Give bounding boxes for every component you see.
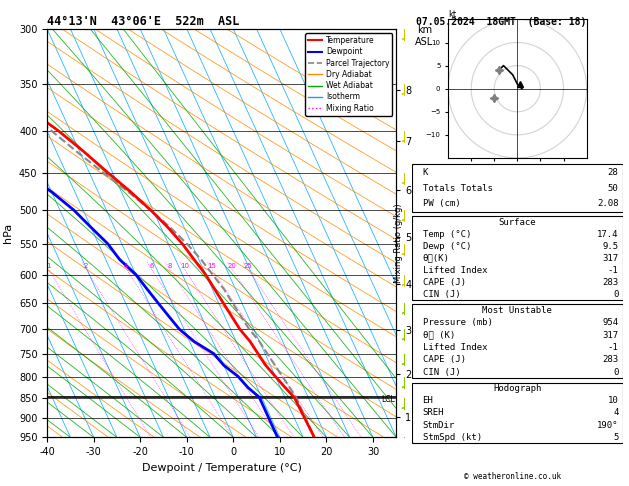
Y-axis label: hPa: hPa — [3, 223, 13, 243]
Text: CAPE (J): CAPE (J) — [423, 355, 465, 364]
Text: Mixing Ratio (g/kg): Mixing Ratio (g/kg) — [394, 203, 403, 283]
Text: 8: 8 — [167, 263, 172, 269]
Legend: Temperature, Dewpoint, Parcel Trajectory, Dry Adiabat, Wet Adiabat, Isotherm, Mi: Temperature, Dewpoint, Parcel Trajectory… — [305, 33, 392, 116]
Text: StmSpd (kt): StmSpd (kt) — [423, 433, 482, 442]
Text: Pressure (mb): Pressure (mb) — [423, 318, 493, 328]
Text: SREH: SREH — [423, 408, 444, 417]
Text: 5: 5 — [613, 433, 618, 442]
Text: 10: 10 — [608, 396, 618, 405]
Text: CIN (J): CIN (J) — [423, 290, 460, 298]
Text: 28: 28 — [608, 168, 618, 176]
Text: Lifted Index: Lifted Index — [423, 266, 487, 275]
Text: 283: 283 — [603, 278, 618, 287]
Bar — [412, 164, 623, 212]
Text: 2.08: 2.08 — [597, 199, 618, 208]
Text: PW (cm): PW (cm) — [423, 199, 460, 208]
Text: Dewp (°C): Dewp (°C) — [423, 242, 471, 251]
Text: Surface: Surface — [499, 218, 536, 227]
Text: Most Unstable: Most Unstable — [482, 306, 552, 315]
X-axis label: Dewpoint / Temperature (°C): Dewpoint / Temperature (°C) — [142, 463, 302, 473]
Text: K: K — [423, 168, 428, 176]
Text: 9.5: 9.5 — [603, 242, 618, 251]
Text: 317: 317 — [603, 330, 618, 340]
Text: 0: 0 — [613, 367, 618, 377]
Text: θᴇ (K): θᴇ (K) — [423, 330, 455, 340]
Text: -1: -1 — [608, 343, 618, 352]
Text: Lifted Index: Lifted Index — [423, 343, 487, 352]
Text: LCL: LCL — [381, 396, 395, 404]
Text: StmDir: StmDir — [423, 420, 455, 430]
Text: Totals Totals: Totals Totals — [423, 184, 493, 192]
Text: 2: 2 — [84, 263, 88, 269]
Text: CIN (J): CIN (J) — [423, 367, 460, 377]
Bar — [412, 304, 623, 378]
Text: 317: 317 — [603, 254, 618, 262]
Text: 283: 283 — [603, 355, 618, 364]
Text: 954: 954 — [603, 318, 618, 328]
Text: 17.4: 17.4 — [597, 230, 618, 239]
Text: 44°13'N  43°06'E  522m  ASL: 44°13'N 43°06'E 522m ASL — [47, 15, 240, 28]
Text: 0: 0 — [613, 290, 618, 298]
Text: θᴇ(K): θᴇ(K) — [423, 254, 449, 262]
Text: 10: 10 — [180, 263, 189, 269]
Text: © weatheronline.co.uk: © weatheronline.co.uk — [464, 472, 561, 481]
Y-axis label: km
ASL: km ASL — [415, 25, 433, 47]
Text: 6: 6 — [149, 263, 153, 269]
Text: 07.05.2024  18GMT  (Base: 18): 07.05.2024 18GMT (Base: 18) — [416, 17, 587, 27]
Bar — [412, 216, 623, 300]
Text: 25: 25 — [243, 263, 252, 269]
Text: 1: 1 — [46, 263, 50, 269]
Text: 15: 15 — [207, 263, 216, 269]
Text: 190°: 190° — [597, 420, 618, 430]
Text: 50: 50 — [608, 184, 618, 192]
Text: CAPE (J): CAPE (J) — [423, 278, 465, 287]
Bar — [412, 382, 623, 443]
Text: 4: 4 — [124, 263, 128, 269]
Text: 4: 4 — [613, 408, 618, 417]
Text: kt: kt — [448, 10, 456, 18]
Text: -1: -1 — [608, 266, 618, 275]
Text: Hodograph: Hodograph — [493, 384, 542, 393]
Text: Temp (°C): Temp (°C) — [423, 230, 471, 239]
Text: EH: EH — [423, 396, 433, 405]
Text: 20: 20 — [227, 263, 236, 269]
